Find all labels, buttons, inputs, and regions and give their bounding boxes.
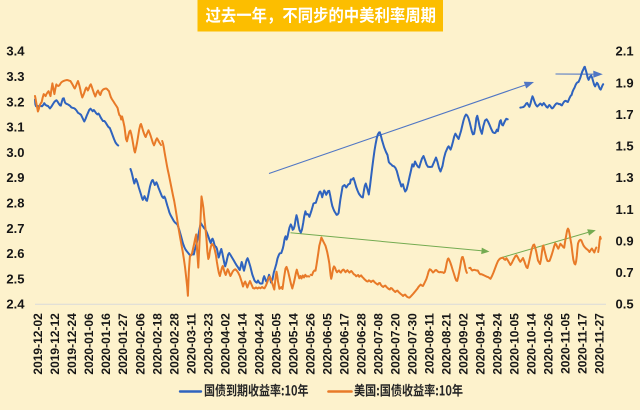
svg-text:2020-04-02: 2020-04-02 — [218, 313, 232, 375]
svg-text:2020-06-05: 2020-06-05 — [320, 313, 334, 375]
svg-text:3.0: 3.0 — [6, 145, 24, 160]
svg-text:2.5: 2.5 — [6, 271, 24, 286]
svg-text:0.5: 0.5 — [616, 297, 634, 312]
svg-text:2020-04-14: 2020-04-14 — [235, 313, 249, 375]
svg-text:2020-11-27: 2020-11-27 — [593, 313, 607, 374]
svg-text:3.3: 3.3 — [6, 69, 24, 84]
svg-text:0.7: 0.7 — [616, 265, 634, 280]
svg-text:2020-09-02: 2020-09-02 — [456, 313, 470, 375]
svg-text:2020-03-23: 2020-03-23 — [201, 313, 215, 375]
svg-text:2019-12-02: 2019-12-02 — [31, 313, 45, 375]
svg-text:2020-07-08: 2020-07-08 — [371, 313, 385, 375]
svg-text:2020-07-20: 2020-07-20 — [388, 313, 402, 375]
svg-text:1.7: 1.7 — [616, 107, 634, 122]
svg-text:2019-12-12: 2019-12-12 — [48, 313, 62, 375]
svg-text:2020-01-27: 2020-01-27 — [116, 313, 130, 375]
svg-text:2020-02-28: 2020-02-28 — [167, 313, 181, 375]
svg-text:2020-10-05: 2020-10-05 — [508, 313, 522, 375]
svg-text:2.4: 2.4 — [6, 297, 25, 312]
svg-text:2020-11-05: 2020-11-05 — [559, 313, 573, 374]
svg-text:1.5: 1.5 — [616, 139, 634, 154]
svg-text:0.9: 0.9 — [616, 233, 634, 248]
svg-text:2020-01-16: 2020-01-16 — [99, 313, 113, 375]
svg-text:2020-10-26: 2020-10-26 — [542, 313, 556, 375]
svg-text:2020-11-17: 2020-11-17 — [576, 313, 590, 374]
svg-text:1.1: 1.1 — [616, 202, 634, 217]
svg-text:1.9: 1.9 — [616, 75, 634, 90]
svg-text:2.1: 2.1 — [616, 44, 634, 59]
svg-text:2020-10-14: 2020-10-14 — [525, 313, 539, 375]
svg-text:2020-08-11: 2020-08-11 — [422, 313, 436, 374]
svg-text:2020-01-06: 2020-01-06 — [82, 313, 96, 375]
svg-text:2020-09-14: 2020-09-14 — [473, 313, 487, 375]
svg-text:2020-06-17: 2020-06-17 — [337, 313, 351, 375]
svg-text:2020-04-24: 2020-04-24 — [252, 313, 266, 375]
svg-text:2020-05-14: 2020-05-14 — [286, 313, 300, 375]
svg-text:2020-02-06: 2020-02-06 — [133, 313, 147, 375]
svg-text:1.3: 1.3 — [616, 170, 634, 185]
svg-text:2.8: 2.8 — [6, 196, 24, 211]
svg-text:2020-09-24: 2020-09-24 — [490, 313, 504, 375]
svg-text:2019-12-24: 2019-12-24 — [65, 313, 79, 375]
svg-text:2020-06-28: 2020-06-28 — [354, 313, 368, 375]
svg-text:2020-05-26: 2020-05-26 — [303, 313, 317, 375]
svg-text:2020-02-18: 2020-02-18 — [150, 313, 164, 375]
svg-text:2020-05-05: 2020-05-05 — [269, 313, 283, 375]
svg-text:3.4: 3.4 — [6, 44, 25, 59]
svg-text:2020-03-11: 2020-03-11 — [184, 313, 198, 374]
svg-text:3.2: 3.2 — [6, 94, 24, 109]
svg-text:2020-08-21: 2020-08-21 — [439, 313, 453, 375]
svg-text:2.9: 2.9 — [6, 170, 24, 185]
svg-text:3.1: 3.1 — [6, 120, 24, 135]
svg-text:2020-07-30: 2020-07-30 — [405, 313, 419, 375]
svg-text:2.6: 2.6 — [6, 246, 24, 261]
svg-text:2.7: 2.7 — [6, 221, 24, 236]
